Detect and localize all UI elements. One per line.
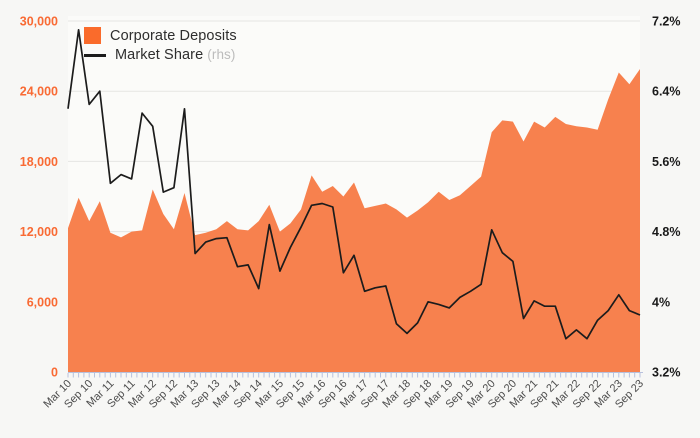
- right-axis-tick-label: 4.8%: [652, 225, 681, 239]
- left-axis-tick-label: 12,000: [20, 225, 58, 239]
- left-axis-tick-label: 18,000: [20, 155, 58, 169]
- x-axis-ticks: [67, 373, 641, 378]
- left-axis-tick-label: 0: [51, 366, 58, 380]
- left-axis-tick-label: 24,000: [20, 85, 58, 99]
- left-axis-tick-label: 6,000: [27, 295, 58, 309]
- right-axis-tick-label: 5.6%: [652, 155, 681, 169]
- right-axis-tick-label: 4%: [652, 295, 670, 309]
- left-axis-tick-label: 30,000: [20, 15, 58, 29]
- right-axis-tick-label: 3.2%: [652, 366, 681, 380]
- right-axis-tick-label: 6.4%: [652, 85, 681, 99]
- market-share-line: [67, 28, 641, 340]
- right-axis-tick-label: 7.2%: [652, 15, 681, 29]
- corporate-deposits-area: [68, 69, 640, 372]
